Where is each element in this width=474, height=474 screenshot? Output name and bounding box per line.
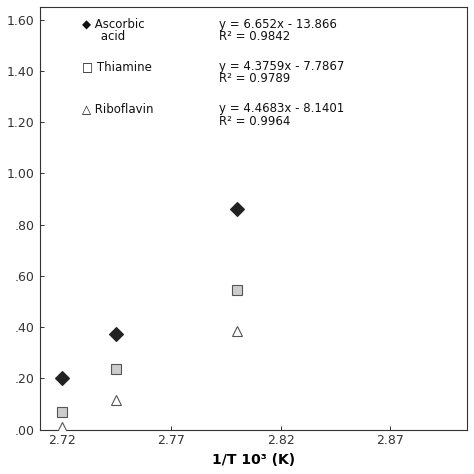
Text: acid: acid: [82, 30, 126, 43]
Text: y = 4.4683x - 8.1401: y = 4.4683x - 8.1401: [219, 102, 345, 115]
Text: R² = 0.9789: R² = 0.9789: [219, 73, 291, 85]
Text: □ Thiamine: □ Thiamine: [82, 60, 152, 73]
Text: y = 6.652x - 13.866: y = 6.652x - 13.866: [219, 18, 337, 30]
X-axis label: 1/T 10³ (K): 1/T 10³ (K): [212, 453, 295, 467]
Text: R² = 0.9842: R² = 0.9842: [219, 30, 291, 43]
Text: △ Riboflavin: △ Riboflavin: [82, 102, 154, 115]
Text: R² = 0.9964: R² = 0.9964: [219, 115, 291, 128]
Text: y = 4.3759x - 7.7867: y = 4.3759x - 7.7867: [219, 60, 345, 73]
Text: ◆ Ascorbic: ◆ Ascorbic: [82, 18, 145, 30]
